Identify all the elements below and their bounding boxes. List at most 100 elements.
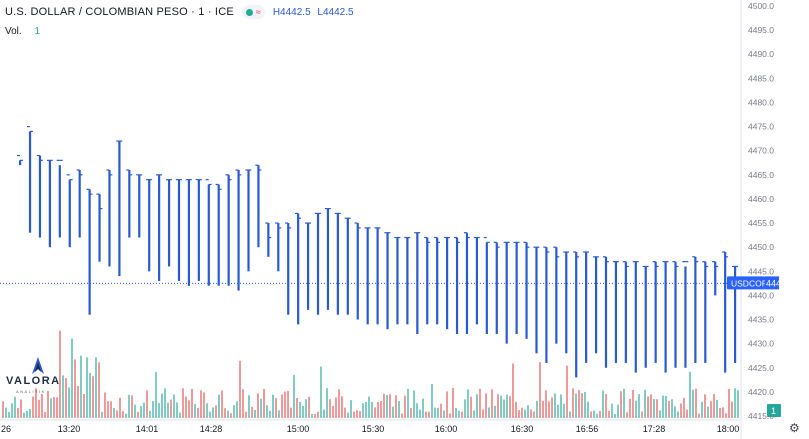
volume-bar: [527, 405, 529, 418]
ohlc-bar: [304, 222, 311, 310]
volume-bar: [464, 399, 466, 418]
ohlc-bar: [483, 236, 490, 334]
volume-bar: [173, 394, 175, 418]
volume-bar: [29, 409, 31, 418]
volume-bar: [407, 388, 409, 418]
volume-bar: [257, 393, 259, 418]
ohlc-bar: [36, 154, 43, 238]
volume-bar: [494, 405, 496, 418]
volume-bar: [389, 394, 391, 418]
time-tick-label: 17:28: [643, 424, 666, 434]
volume-bar: [122, 411, 124, 418]
ohlc-bar: [404, 236, 411, 325]
price-tick-label: 4485.0: [748, 73, 774, 83]
volume-legend[interactable]: Vol. 1: [5, 26, 40, 37]
volume-bar: [218, 394, 220, 418]
ohlc-bar: [543, 246, 550, 363]
volume-bar: [314, 413, 316, 418]
volume-bar: [431, 383, 433, 418]
volume-bar: [245, 411, 247, 418]
volume-bar: [329, 399, 331, 418]
price-axis: 4500.0 4495.0 4490.0 4485.0 4480.0 4475.0 4470…: [748, 1, 774, 421]
ohlc-bar: [235, 169, 242, 291]
price-tick-label: 4420.0: [748, 387, 774, 397]
volume-bar: [551, 397, 553, 418]
volume-bar: [548, 401, 550, 418]
volume-bar: [443, 410, 445, 418]
volume-bar: [203, 392, 205, 418]
volume-bar: [320, 366, 322, 418]
ohlc-bar: [553, 246, 560, 344]
volume-bar: [659, 410, 661, 418]
volume-bar: [146, 390, 148, 418]
volume-bar: [380, 401, 382, 418]
market-open-icon: [245, 8, 253, 16]
volume-bar: [638, 394, 640, 418]
volume-bar: [119, 397, 121, 418]
high-value: H4442.5: [272, 6, 311, 18]
ohlc-bar: [632, 261, 639, 373]
symbol-title[interactable]: U.S. DOLLAR / COLOMBIAN PESO · 1 · ICE: [5, 6, 234, 18]
ohlc-bar: [255, 164, 262, 248]
volume-bar: [188, 400, 190, 418]
volume-bar: [14, 396, 16, 418]
ohlc-bar: [175, 179, 182, 281]
ohlc-bar: [106, 169, 113, 267]
volume-bar: [158, 403, 160, 418]
volume-bar: [710, 401, 712, 418]
volume-bar: [284, 391, 286, 418]
ohlc-bar: [245, 169, 252, 272]
volume-bar: [155, 372, 157, 418]
volume-bar: [32, 396, 34, 418]
volume-bar: [512, 363, 514, 418]
ohlc-bar: [205, 179, 212, 286]
volume-bar: [566, 365, 568, 418]
price-tick-label: 4415.0: [748, 411, 774, 421]
volume-bar: [233, 405, 235, 418]
market-status[interactable]: ≈: [241, 5, 265, 19]
volume-bar: [80, 355, 82, 418]
volume-bar: [530, 409, 532, 418]
ohlc-bar: [275, 222, 282, 272]
volume-bar: [482, 409, 484, 418]
ohlc-bar: [712, 261, 719, 296]
volume-bar: [473, 410, 475, 418]
ohlc-bar: [17, 154, 23, 166]
time-tick-label: 14:01: [136, 424, 159, 434]
volume-bar: [497, 394, 499, 418]
volume-bar: [248, 395, 250, 418]
volume-bar: [20, 399, 22, 418]
time-tick-label: 16:56: [576, 424, 599, 434]
ohlc-bar: [165, 179, 172, 267]
time-tick-label: 18:00: [717, 424, 740, 434]
wave-icon: ≈: [255, 7, 261, 17]
ohlc-bar: [66, 174, 73, 248]
volume-bar: [191, 389, 193, 418]
volume-bar: [221, 390, 223, 418]
volume-bar: [410, 408, 412, 418]
ohlc-bar: [86, 188, 93, 315]
price-tick-label: 4465.0: [748, 170, 774, 180]
ohlc-bar: [56, 159, 63, 238]
volume-value: 1: [34, 26, 41, 37]
volume-bar: [596, 413, 598, 418]
volume-bar: [8, 411, 10, 418]
ohlc-bar: [126, 169, 133, 238]
settings-gear-icon[interactable]: ⚙: [789, 421, 800, 435]
volume-bars: [2, 330, 739, 418]
volume-bar: [197, 407, 199, 418]
volume-bar: [227, 410, 229, 418]
volume-bar: [500, 395, 502, 418]
volume-bar: [617, 404, 619, 418]
ohlc-bar: [434, 236, 441, 325]
volume-bar: [134, 404, 136, 418]
time-tick-label: 14:28: [200, 424, 223, 434]
volume-bar: [611, 403, 613, 418]
volume-bar: [686, 409, 688, 418]
price-tick-label: 4425.0: [748, 363, 774, 373]
volume-bar: [515, 401, 517, 418]
ohlc-bar: [334, 212, 341, 315]
volume-bar: [260, 398, 262, 418]
ohlc-bar: [96, 193, 103, 262]
volume-bar: [677, 411, 679, 418]
